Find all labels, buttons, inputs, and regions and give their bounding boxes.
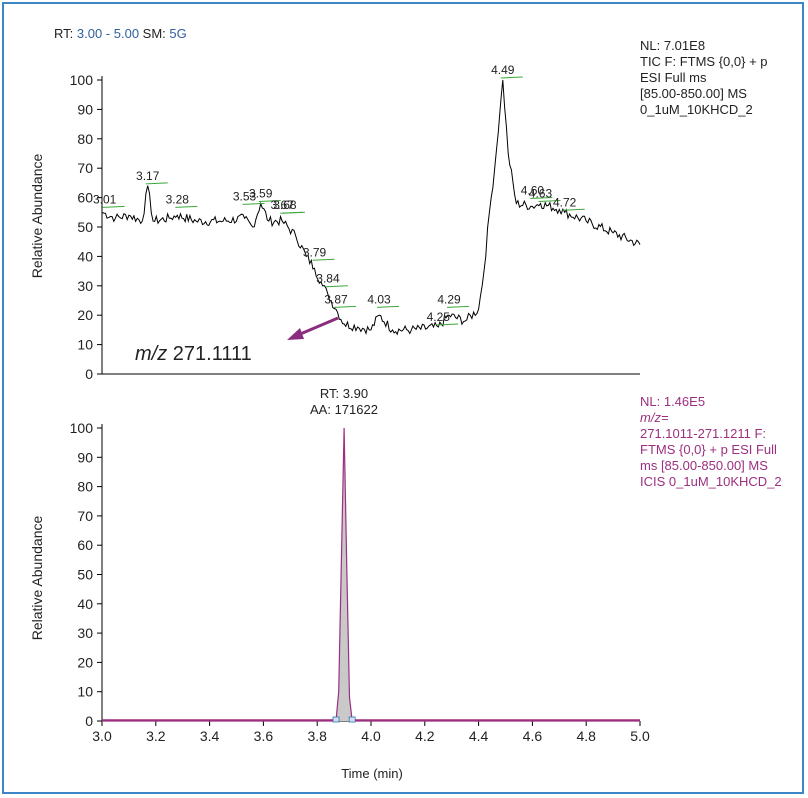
xic-plot: 0 10 20 30 40 50 60 70 80 90 100 3.0 3.2 3.4 3.6 3.8 4.0… (70, 420, 650, 744)
peak-marker (145, 182, 168, 185)
top-info-line: ESI Full ms (640, 70, 707, 85)
y-tick-label: 10 (77, 684, 93, 700)
y-tick-label: 60 (77, 537, 93, 553)
y-tick-label: 100 (70, 420, 94, 436)
y-tick-label: 60 (77, 190, 93, 206)
y-tick-label: 20 (77, 654, 93, 670)
y-tick-label: 70 (77, 160, 93, 176)
peak-label: 3.87 (324, 292, 348, 306)
peak-label: 3.68 (273, 198, 297, 212)
y-tick-label: 90 (77, 101, 93, 117)
peak-marker (500, 76, 523, 79)
header-rt-sm: RT: 3.00 - 5.00 SM: 5G (54, 26, 187, 41)
tic-trace (101, 79, 641, 336)
top-info-line: TIC F: FTMS {0,0} + p (640, 54, 768, 69)
y-tick-label: 20 (77, 307, 93, 323)
peak-marker (325, 285, 348, 288)
bottom-info-line: NL: 1.46E5 (640, 394, 705, 409)
y-tick-label: 40 (77, 596, 93, 612)
peak-marker (436, 323, 459, 326)
y-tick-label: 50 (77, 567, 93, 583)
bottom-info-line: ICIS 0_1uM_10KHCD_2 (640, 474, 782, 489)
peak-rt-label: RT: 3.90 (320, 386, 368, 401)
x-axis-label: Time (min) (341, 766, 403, 781)
peak-boundary-marker (332, 716, 340, 723)
y-tick-label: 70 (77, 508, 93, 524)
y-tick-label: 90 (77, 449, 93, 465)
y-tick-label: 0 (85, 366, 93, 382)
x-tick-label: 3.0 (92, 728, 112, 744)
peak-marker (377, 305, 400, 308)
bottom-y-axis-label: Relative Abundance (29, 516, 45, 641)
peak-marker (538, 199, 561, 202)
peak-marker (282, 211, 305, 214)
annotation-arrow (287, 316, 339, 340)
peak-label: 4.29 (437, 292, 461, 306)
top-info-line: 0_1uM_10KHCD_2 (640, 102, 753, 117)
peak-label: 3.59 (249, 186, 273, 200)
x-tick-label: 3.4 (200, 728, 220, 744)
bottom-info-line: 271.1011-271.1211 F: (640, 426, 766, 441)
y-tick-label: 80 (77, 131, 93, 147)
xic-trace (102, 427, 640, 722)
y-tick-label: 80 (77, 479, 93, 495)
peak-label: 4.72 (553, 195, 577, 209)
y-tick-label: 10 (77, 337, 93, 353)
y-tick-label: 30 (77, 625, 93, 641)
peak-label: 3.53 (233, 189, 257, 203)
x-tick-label: 4.6 (523, 728, 543, 744)
peak-label: 4.63 (529, 186, 553, 200)
peak-marker (446, 305, 470, 308)
x-tick-label: 3.8 (307, 728, 327, 744)
bottom-info-line: m/z= (640, 410, 669, 425)
peak-area-label: AA: 171622 (310, 402, 378, 417)
peak-marker (562, 208, 585, 211)
x-tick-label: 4.8 (576, 728, 596, 744)
y-tick-label: 0 (85, 713, 93, 729)
peak-marker (242, 202, 265, 205)
peak-marker (334, 305, 357, 308)
peak-label: 3.67 (271, 198, 295, 212)
peak-boundary-marker (348, 716, 356, 723)
peak-marker (102, 205, 125, 208)
x-tick-label: 4.2 (415, 728, 435, 744)
y-tick-label: 40 (77, 248, 93, 264)
y-tick-label: 100 (70, 72, 94, 88)
mz-annotation: m/z 271.1111 (135, 343, 252, 365)
peak-label: 3.17 (136, 169, 160, 183)
peak-marker (530, 197, 553, 200)
peak-marker (312, 258, 335, 261)
peak-label: 3.84 (316, 272, 340, 286)
bottom-info-line: FTMS {0,0} + p ESI Full (640, 442, 777, 457)
x-tick-label: 4.4 (469, 728, 489, 744)
peak-label: 4.03 (367, 292, 391, 306)
bottom-info-line: ms [85.00-850.00] MS (640, 458, 768, 473)
x-tick-label: 3.2 (146, 728, 166, 744)
peak-label: 3.79 (303, 245, 327, 259)
peak-marker (175, 205, 198, 208)
x-tick-label: 4.0 (361, 728, 381, 744)
peak-label: 4.49 (491, 63, 515, 77)
x-tick-label: 3.6 (254, 728, 274, 744)
peak-label: 4.25 (427, 310, 451, 324)
y-tick-label: 30 (77, 278, 93, 294)
peak-label: 3.01 (93, 192, 117, 206)
peak-marker (258, 199, 281, 202)
peak-label: 3.28 (166, 192, 190, 206)
top-info-line: NL: 7.01E8 (640, 38, 705, 53)
top-info-line: [85.00-850.00] MS (640, 86, 747, 101)
top-y-axis-label: Relative Abundance (29, 154, 45, 279)
x-tick-label: 5.0 (630, 728, 650, 744)
y-tick-label: 50 (77, 219, 93, 235)
peak-label: 4.60 (521, 184, 545, 198)
